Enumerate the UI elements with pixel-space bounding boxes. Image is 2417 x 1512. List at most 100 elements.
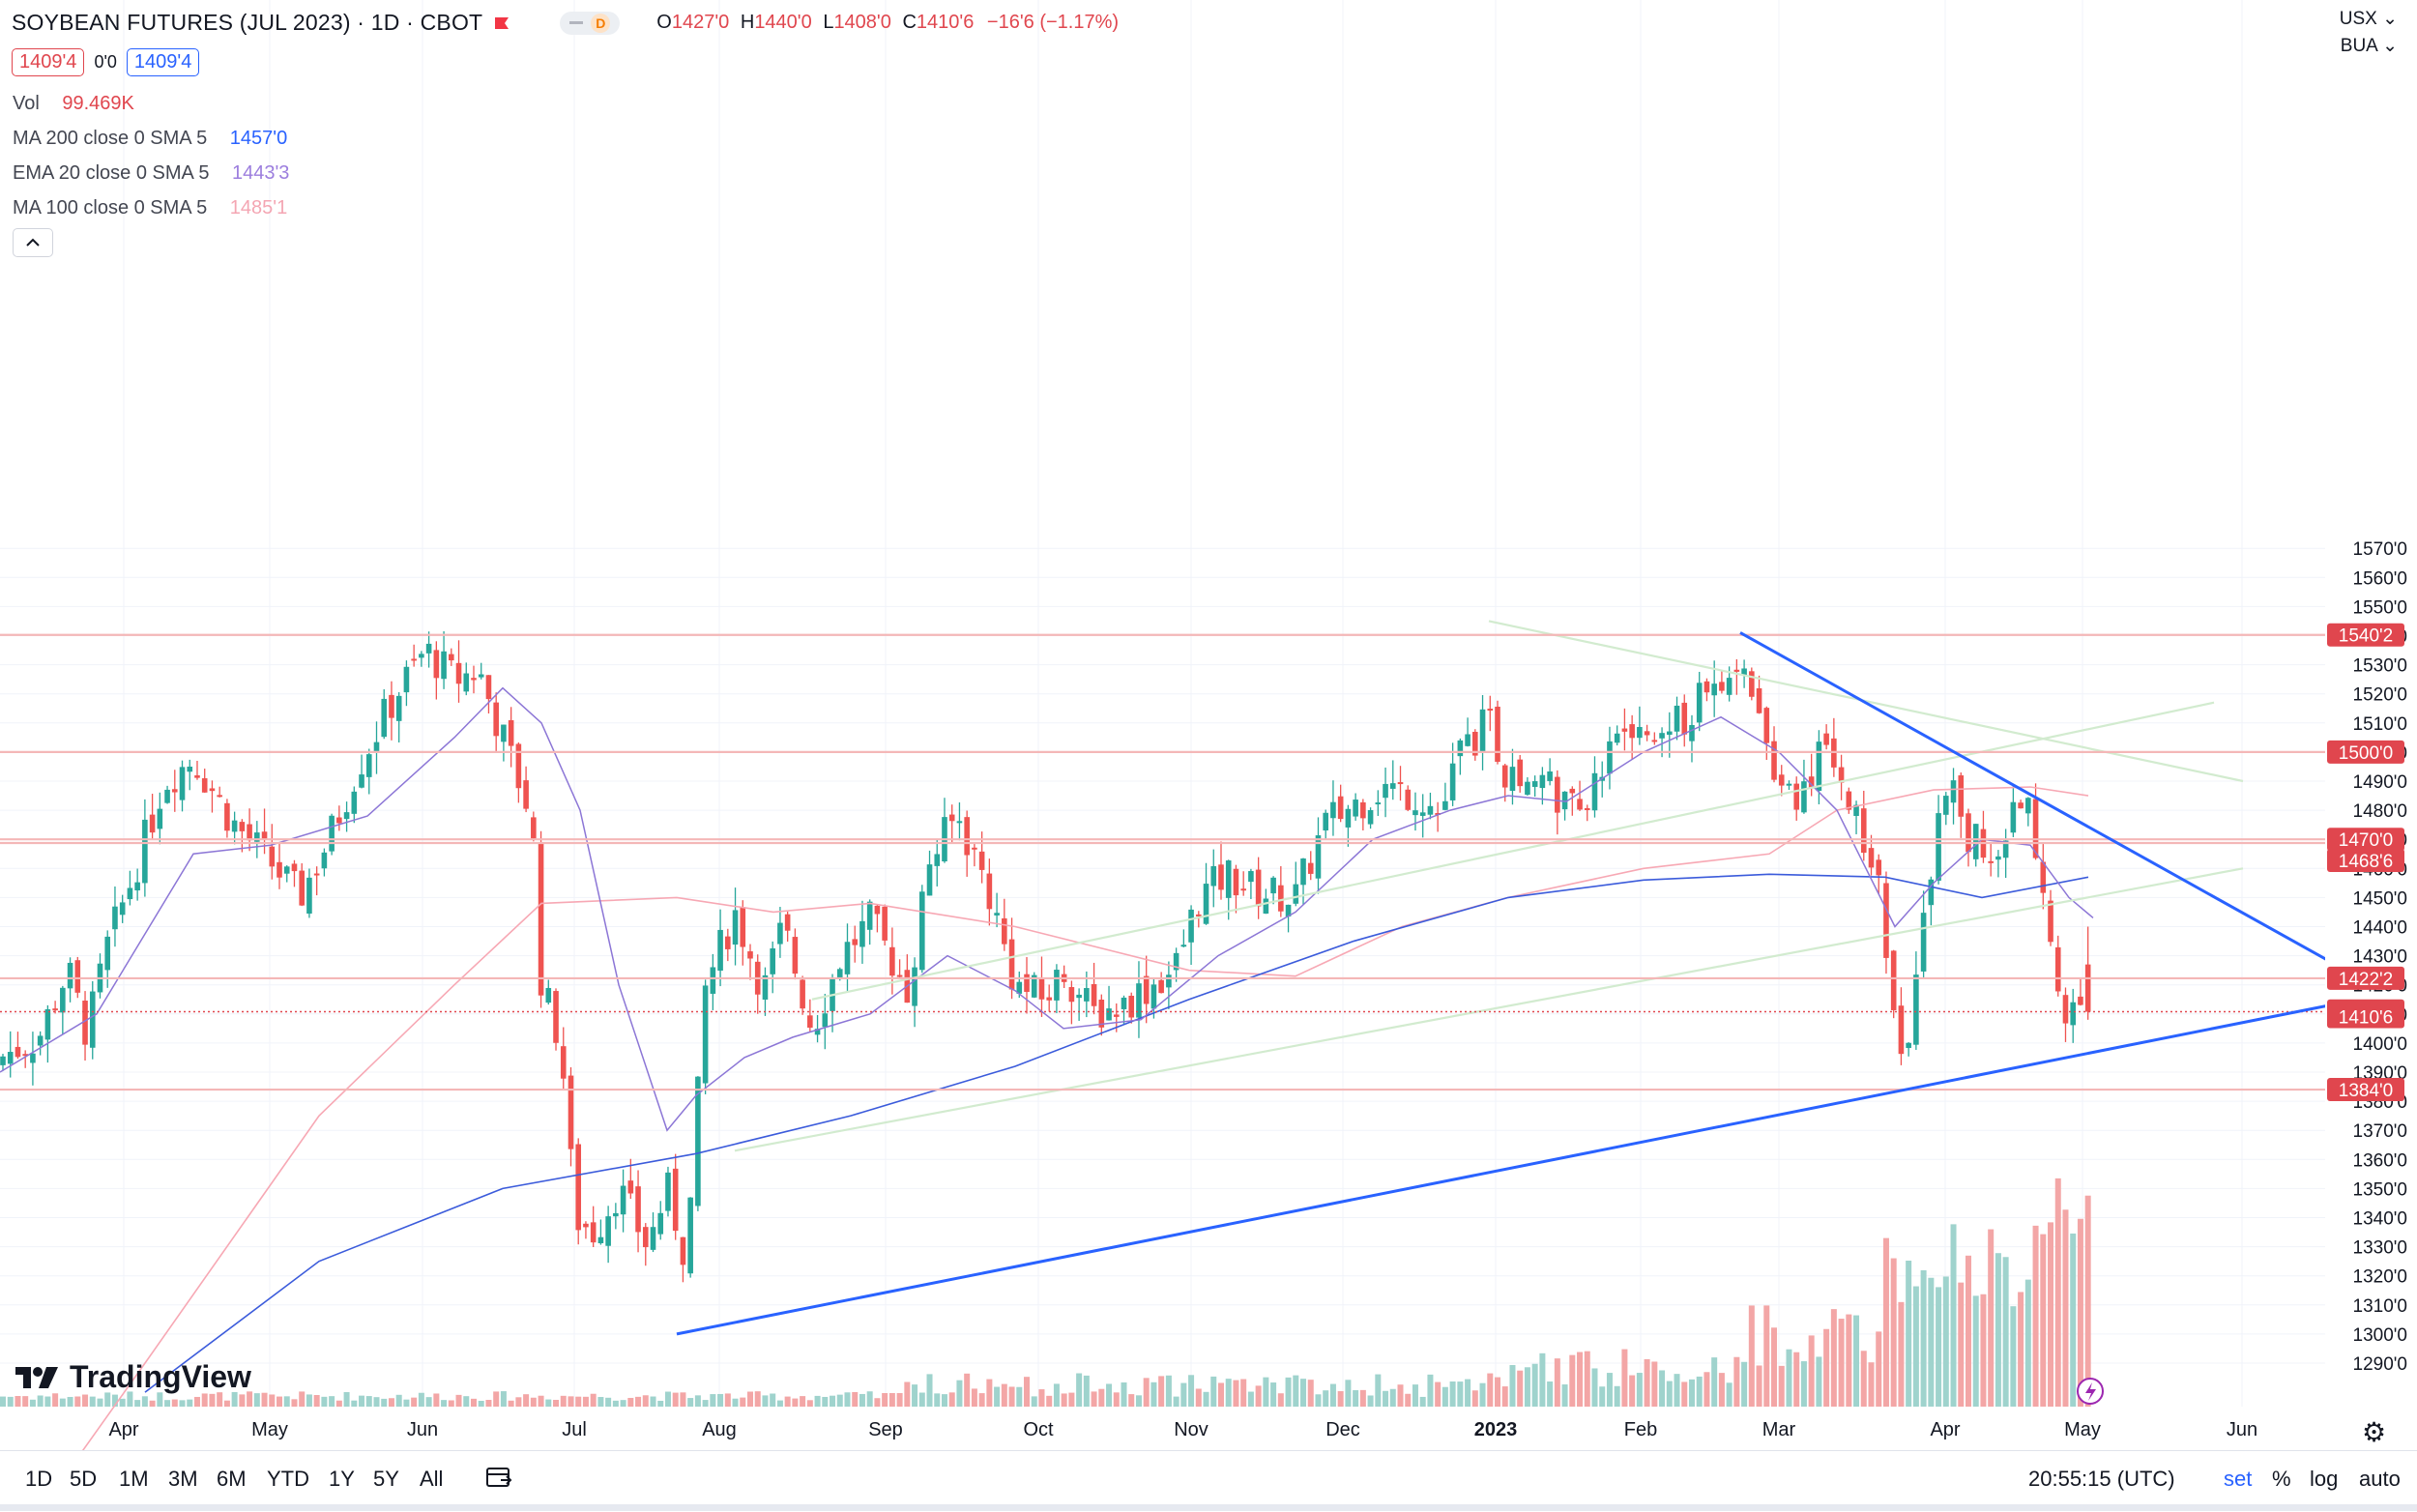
indicator-ema20[interactable]: EMA 20 close 0 SMA 5 1443'3 <box>13 162 289 185</box>
volume-bar <box>1906 1261 1912 1407</box>
price-tag[interactable] <box>2327 740 2404 764</box>
log-scale-button[interactable]: log <box>2310 1467 2339 1491</box>
volume-bar <box>934 1393 941 1407</box>
volume-bar <box>171 1399 178 1407</box>
candle-body <box>1315 835 1322 879</box>
volume-bar <box>1928 1277 1935 1407</box>
trendline-resistance[interactable] <box>1739 631 2331 963</box>
volume-bar <box>1449 1381 1456 1407</box>
auto-scale-button[interactable]: auto <box>2359 1467 2401 1491</box>
candle-body <box>1203 884 1209 924</box>
volume-bar <box>1823 1328 1830 1407</box>
volume-bar <box>956 1380 963 1407</box>
flag-icon[interactable] <box>492 15 511 31</box>
candle-body <box>1936 813 1941 881</box>
candle-body <box>1943 796 1949 815</box>
trendline-support[interactable] <box>676 1003 2331 1336</box>
volume-bar <box>2024 1279 2031 1407</box>
unit-selector[interactable]: BUA ⌄ <box>2341 35 2398 57</box>
range-1d-button[interactable]: 1D <box>25 1467 53 1491</box>
calendar-range-button[interactable] <box>485 1465 512 1496</box>
volume-bar <box>1471 1390 1478 1407</box>
high-value: 1440'0 <box>754 12 812 33</box>
price-axis[interactable] <box>2325 0 2417 1407</box>
candle-body <box>1024 974 1030 992</box>
price-tag[interactable] <box>2327 828 2404 852</box>
chart-area[interactable]: 1570'01560'01550'01540'01530'01520'01510… <box>0 0 2417 1450</box>
currency-selector[interactable]: USX ⌄ <box>2340 8 2398 30</box>
volume-bar <box>1359 1389 1366 1407</box>
candle-body <box>455 662 462 684</box>
price-tag[interactable] <box>2327 848 2404 872</box>
range-1y-button[interactable]: 1Y <box>329 1467 355 1491</box>
indicator-ma200[interactable]: MA 200 close 0 SMA 5 1457'0 <box>13 128 287 150</box>
open-value: 1427'0 <box>671 12 730 33</box>
candle-body <box>1928 879 1935 906</box>
sell-price-button[interactable]: 1409'4 <box>12 48 85 76</box>
tradingview-logo[interactable]: TradingView <box>15 1359 251 1395</box>
candle-body <box>1501 765 1508 788</box>
symbol-title[interactable]: SOYBEAN FUTURES (JUL 2023) · 1D · CBOT <box>12 10 483 35</box>
y-tick-label: 1360'0 <box>2353 1150 2407 1171</box>
volume-bar <box>365 1396 372 1407</box>
volume-bar <box>530 1397 537 1407</box>
candle-body <box>1383 783 1388 799</box>
volume-bar <box>1509 1364 1516 1407</box>
volume-bar <box>1816 1356 1822 1407</box>
volume-bar <box>29 1399 36 1407</box>
collapse-indicators-button[interactable] <box>13 228 53 257</box>
price-tag[interactable] <box>2327 623 2404 647</box>
candle-body <box>112 906 118 930</box>
volume-bar <box>306 1394 312 1407</box>
candle-body <box>359 774 364 788</box>
price-tag[interactable] <box>2327 1004 2404 1029</box>
candle-body <box>590 1222 597 1243</box>
price-tag-label: 1422'2 <box>2339 970 2393 990</box>
volume-bar <box>1741 1361 1748 1407</box>
volume-bar <box>1936 1287 1942 1407</box>
range-5d-button[interactable]: 5D <box>70 1467 98 1491</box>
volume-bar <box>1419 1396 1426 1407</box>
candle-body <box>1307 862 1314 874</box>
indicator-ma100[interactable]: MA 100 close 0 SMA 5 1485'1 <box>13 197 287 219</box>
range-5y-button[interactable]: 5Y <box>373 1467 399 1491</box>
candle-body <box>553 991 559 1043</box>
candle-body <box>254 832 260 842</box>
volume-bar <box>672 1392 679 1407</box>
candle-body <box>770 948 775 974</box>
range-all-button[interactable]: All <box>420 1467 444 1491</box>
x-tick-label: Jun <box>407 1419 438 1440</box>
volume-bar <box>1053 1383 1060 1407</box>
percent-scale-button[interactable]: % <box>2272 1467 2291 1491</box>
clock-time[interactable]: 20:55:15 (UTC) <box>2028 1467 2175 1491</box>
candle-body <box>717 929 723 972</box>
volume-bar <box>1942 1276 1949 1407</box>
settings-gear-icon[interactable]: ⚙ <box>2362 1417 2387 1447</box>
candle-body <box>814 1029 821 1035</box>
range-3m-button[interactable]: 3M <box>168 1467 198 1491</box>
range-6m-button[interactable]: 6M <box>217 1467 247 1491</box>
volume-bar <box>1771 1327 1778 1407</box>
x-tick-label: May <box>251 1419 288 1440</box>
session-button[interactable]: set <box>2224 1467 2253 1491</box>
candle-body <box>657 1212 664 1235</box>
volume-bar <box>1465 1379 1471 1407</box>
range-1m-button[interactable]: 1M <box>119 1467 149 1491</box>
indicator-volume[interactable]: Vol 99.469K <box>13 93 134 115</box>
volume-bar <box>1457 1381 1464 1407</box>
candle-body <box>1091 984 1097 1006</box>
x-tick-label: Aug <box>702 1419 737 1440</box>
candle-body <box>1367 810 1374 825</box>
volume-bar <box>1121 1381 1127 1407</box>
price-chart[interactable]: 1570'01560'01550'01540'01530'01520'01510… <box>0 0 2417 1450</box>
channel-line <box>734 867 2244 1152</box>
price-tag[interactable] <box>2327 1078 2404 1102</box>
candle-body <box>1457 740 1464 757</box>
volume-bar <box>776 1400 783 1407</box>
volume-bar <box>433 1393 440 1407</box>
buy-price-button[interactable]: 1409'4 <box>126 48 200 76</box>
range-ytd-button[interactable]: YTD <box>267 1467 309 1491</box>
interval-pill[interactable]: D <box>560 11 621 35</box>
price-tag[interactable] <box>2327 966 2404 990</box>
volume-bar <box>373 1397 380 1407</box>
